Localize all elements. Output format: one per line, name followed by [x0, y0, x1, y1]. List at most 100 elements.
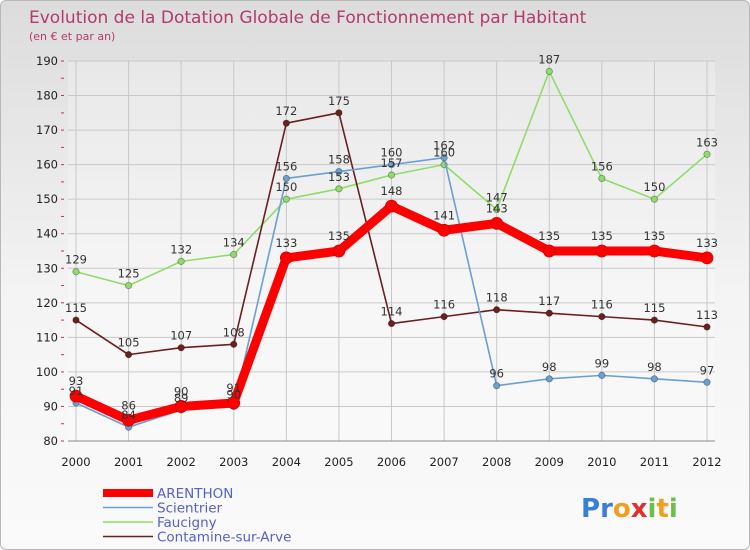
x-tick-label: 2001 — [114, 455, 143, 469]
data-label-arenthon: 93 — [69, 374, 84, 388]
proxiti-logo: Proxiti — [581, 494, 678, 524]
data-point-faucigny — [124, 281, 133, 290]
data-label-scientrier: 84 — [121, 408, 136, 422]
data-label-contamine-sur-arve: 175 — [328, 94, 350, 108]
y-tick-label: 190 — [36, 54, 58, 68]
data-point-contamine-sur-arve — [650, 316, 659, 324]
y-tick-label: 130 — [36, 261, 58, 275]
data-label-arenthon: 135 — [591, 229, 613, 243]
data-label-scientrier: 97 — [700, 363, 715, 377]
data-point-scientrier — [282, 174, 290, 183]
data-point-arenthon — [385, 199, 398, 213]
y-tick-label: 120 — [36, 296, 58, 310]
data-label-faucigny: 150 — [275, 180, 297, 194]
legend-label-contamine-sur-arve: Contamine-sur-Arve — [157, 530, 291, 546]
data-label-arenthon: 135 — [643, 229, 665, 243]
data-point-scientrier — [335, 167, 343, 176]
data-label-scientrier: 90 — [226, 387, 241, 401]
data-point-faucigny — [230, 250, 238, 259]
data-point-arenthon — [700, 251, 714, 265]
data-point-contamine-sur-arve — [335, 109, 343, 117]
data-point-contamine-sur-arve — [545, 309, 553, 317]
data-point-scientrier — [440, 154, 448, 162]
data-label-faucigny: 160 — [433, 146, 455, 160]
data-label-contamine-sur-arve: 117 — [538, 294, 560, 308]
data-label-contamine-sur-arve: 108 — [223, 325, 245, 339]
x-tick-label: 2004 — [272, 455, 301, 469]
data-label-contamine-sur-arve: 115 — [65, 301, 87, 315]
data-label-scientrier: 96 — [489, 367, 504, 381]
data-label-faucigny: 132 — [170, 242, 192, 256]
data-label-contamine-sur-arve: 172 — [275, 104, 297, 118]
y-tick-label: 170 — [36, 123, 58, 137]
x-tick-label: 2006 — [377, 455, 406, 469]
data-label-arenthon: 148 — [381, 184, 403, 198]
data-point-arenthon — [437, 223, 451, 237]
data-label-scientrier: 162 — [433, 139, 455, 153]
data-point-arenthon — [174, 400, 188, 413]
data-label-arenthon: 86 — [121, 398, 136, 412]
data-point-contamine-sur-arve — [493, 306, 501, 314]
data-label-arenthon: 141 — [433, 208, 455, 222]
data-label-scientrier: 156 — [275, 159, 297, 173]
data-point-arenthon — [542, 244, 556, 258]
x-tick-label: 2007 — [429, 455, 458, 469]
data-point-contamine-sur-arve — [72, 316, 80, 324]
x-tick-label: 2011 — [640, 455, 669, 469]
data-point-arenthon — [69, 389, 83, 403]
data-point-faucigny — [72, 268, 80, 276]
data-point-contamine-sur-arve — [387, 319, 396, 328]
chart-subtitle: (en € et par an) — [29, 30, 115, 43]
data-label-scientrier: 89 — [174, 391, 189, 405]
data-label-scientrier: 158 — [328, 153, 350, 167]
data-label-contamine-sur-arve: 118 — [486, 291, 508, 305]
y-tick-label: 110 — [36, 330, 58, 344]
x-tick-label: 2000 — [61, 455, 90, 469]
chart-title: Evolution de la Dotation Globale de Fonc… — [29, 8, 587, 28]
data-point-contamine-sur-arve — [440, 313, 448, 321]
data-label-faucigny: 147 — [486, 191, 508, 205]
data-label-faucigny: 134 — [223, 235, 245, 249]
data-point-scientrier — [650, 375, 659, 383]
data-label-arenthon: 133 — [275, 236, 297, 250]
y-tick-label: 140 — [36, 227, 58, 241]
data-label-scientrier: 160 — [381, 146, 403, 160]
data-point-faucigny — [598, 174, 606, 183]
x-tick-label: 2010 — [587, 455, 616, 469]
data-label-faucigny: 125 — [118, 267, 140, 281]
data-point-arenthon — [648, 244, 661, 258]
legend-label-faucigny: Faucigny — [157, 515, 217, 531]
data-label-contamine-sur-arve: 115 — [643, 301, 665, 315]
data-point-contamine-sur-arve — [124, 351, 133, 359]
data-point-faucigny — [282, 195, 290, 203]
x-tick-label: 2008 — [482, 455, 511, 469]
y-tick-label: 90 — [43, 399, 58, 413]
y-tick-label: 180 — [36, 89, 58, 103]
data-point-contamine-sur-arve — [230, 340, 238, 348]
data-label-faucigny: 129 — [65, 253, 87, 267]
x-tick-label: 2003 — [219, 455, 248, 469]
data-point-arenthon — [122, 413, 135, 427]
data-label-scientrier: 91 — [69, 384, 84, 398]
data-point-contamine-sur-arve — [703, 323, 711, 331]
legend-label-scientrier: Scientrier — [157, 501, 223, 517]
legend-label-arenthon: ARENTHON — [157, 486, 233, 502]
data-point-faucigny — [387, 171, 396, 179]
data-point-contamine-sur-arve — [598, 313, 606, 321]
data-point-faucigny — [703, 150, 711, 158]
data-point-scientrier — [545, 375, 553, 383]
data-label-faucigny: 163 — [696, 135, 718, 149]
data-point-faucigny — [177, 257, 185, 265]
data-label-arenthon: 91 — [226, 381, 241, 395]
data-label-contamine-sur-arve: 116 — [591, 298, 613, 312]
data-point-arenthon — [279, 251, 293, 265]
data-label-scientrier: 98 — [542, 360, 557, 374]
data-label-arenthon: 135 — [538, 229, 560, 243]
data-point-scientrier — [387, 161, 396, 169]
x-tick-label: 2005 — [324, 455, 353, 469]
y-tick-label: 150 — [36, 192, 58, 206]
data-label-arenthon: 133 — [696, 236, 718, 250]
data-point-arenthon — [595, 244, 609, 258]
y-tick-label: 80 — [43, 434, 58, 448]
data-point-scientrier — [703, 378, 711, 386]
